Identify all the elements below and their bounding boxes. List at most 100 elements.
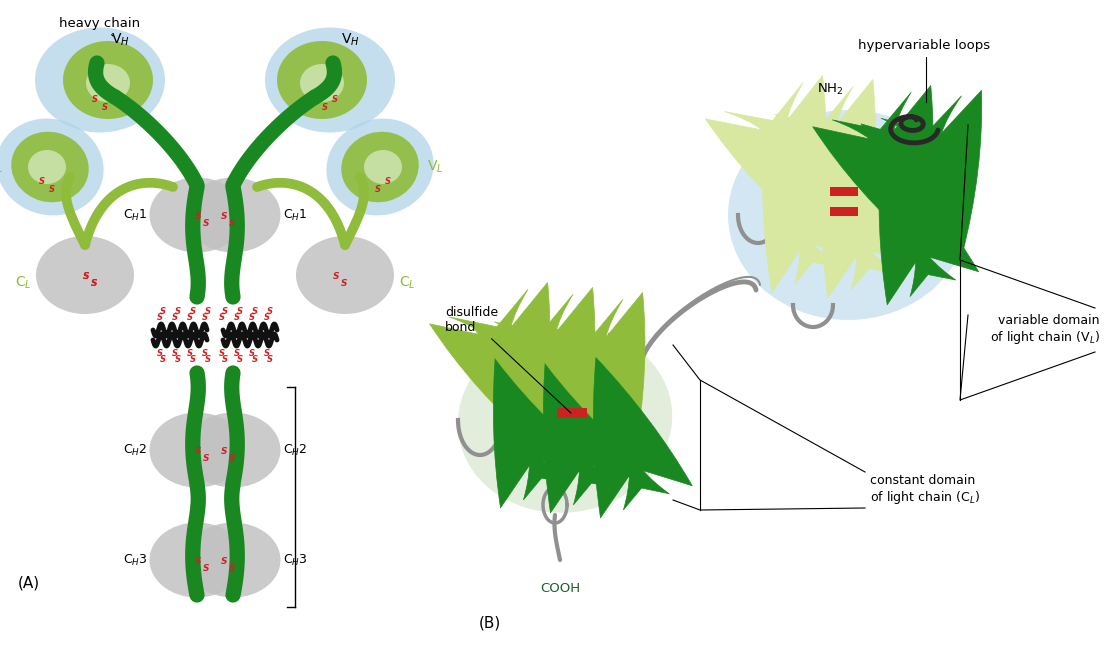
Text: S: S bbox=[264, 313, 270, 322]
Text: S: S bbox=[202, 313, 208, 322]
Text: V$_H$: V$_H$ bbox=[341, 32, 360, 48]
Text: S: S bbox=[229, 219, 236, 228]
Ellipse shape bbox=[185, 523, 280, 597]
Text: S: S bbox=[194, 557, 201, 566]
Text: S: S bbox=[237, 355, 244, 364]
FancyBboxPatch shape bbox=[830, 207, 858, 216]
Text: heavy chain: heavy chain bbox=[59, 17, 141, 36]
Text: S: S bbox=[249, 349, 255, 358]
Text: S: S bbox=[206, 307, 211, 316]
Text: S: S bbox=[102, 104, 108, 113]
Text: S: S bbox=[375, 184, 381, 193]
Text: C$_L$: C$_L$ bbox=[15, 275, 31, 291]
Ellipse shape bbox=[86, 64, 130, 102]
Text: C$_H$1: C$_H$1 bbox=[283, 208, 307, 223]
Text: S: S bbox=[160, 355, 166, 364]
Text: S: S bbox=[249, 313, 255, 322]
Ellipse shape bbox=[277, 41, 367, 119]
Text: S: S bbox=[233, 313, 240, 322]
Text: S: S bbox=[341, 279, 347, 288]
Text: S: S bbox=[221, 557, 227, 566]
Text: S: S bbox=[190, 355, 195, 364]
Ellipse shape bbox=[364, 150, 402, 184]
Text: S: S bbox=[264, 349, 270, 358]
Text: S: S bbox=[203, 219, 209, 228]
Text: S: S bbox=[90, 279, 97, 288]
Text: S: S bbox=[333, 272, 340, 281]
Ellipse shape bbox=[728, 110, 968, 320]
Text: S: S bbox=[322, 104, 328, 113]
Text: C$_H$2: C$_H$2 bbox=[123, 443, 147, 457]
Text: S: S bbox=[219, 349, 225, 358]
Ellipse shape bbox=[458, 327, 672, 513]
Ellipse shape bbox=[342, 132, 419, 203]
Text: S: S bbox=[385, 177, 391, 186]
Text: S: S bbox=[175, 355, 181, 364]
Text: S: S bbox=[190, 307, 195, 316]
Text: (B): (B) bbox=[479, 615, 502, 630]
Text: V$_L$: V$_L$ bbox=[427, 159, 443, 175]
Text: hypervariable loops: hypervariable loops bbox=[858, 39, 990, 102]
Text: C$_L$: C$_L$ bbox=[399, 275, 416, 291]
Ellipse shape bbox=[35, 28, 165, 133]
Text: S: S bbox=[237, 307, 244, 316]
Text: S: S bbox=[160, 307, 166, 316]
Text: C$_H$1: C$_H$1 bbox=[123, 208, 147, 223]
Text: S: S bbox=[252, 307, 258, 316]
Ellipse shape bbox=[300, 64, 344, 102]
Text: S: S bbox=[267, 307, 273, 316]
Text: S: S bbox=[229, 564, 236, 573]
Text: S: S bbox=[172, 313, 178, 322]
Text: (A): (A) bbox=[18, 575, 40, 590]
Ellipse shape bbox=[36, 236, 134, 314]
Text: S: S bbox=[332, 96, 338, 105]
Text: S: S bbox=[221, 212, 227, 221]
Ellipse shape bbox=[63, 41, 153, 119]
Text: S: S bbox=[222, 307, 228, 316]
Text: S: S bbox=[221, 447, 227, 456]
Text: C$_H$2: C$_H$2 bbox=[283, 443, 307, 457]
Text: constant domain
of light chain (C$_L$): constant domain of light chain (C$_L$) bbox=[870, 474, 981, 506]
Ellipse shape bbox=[150, 413, 245, 487]
Ellipse shape bbox=[185, 413, 280, 487]
Text: V$_H$: V$_H$ bbox=[111, 32, 130, 48]
Text: S: S bbox=[222, 355, 228, 364]
Text: C$_H$3: C$_H$3 bbox=[283, 553, 307, 567]
Text: S: S bbox=[219, 313, 225, 322]
Ellipse shape bbox=[0, 118, 104, 215]
Text: S: S bbox=[203, 454, 209, 463]
Text: disulfide
bond: disulfide bond bbox=[445, 306, 571, 413]
Text: S: S bbox=[39, 177, 45, 186]
Text: S: S bbox=[203, 564, 209, 573]
Text: variable domain
of light chain (V$_L$): variable domain of light chain (V$_L$) bbox=[990, 314, 1100, 346]
Text: S: S bbox=[175, 307, 181, 316]
Text: S: S bbox=[187, 313, 193, 322]
Text: S: S bbox=[187, 349, 193, 358]
Text: S: S bbox=[233, 349, 240, 358]
Text: S: S bbox=[252, 355, 258, 364]
Ellipse shape bbox=[28, 150, 66, 184]
Text: S: S bbox=[90, 279, 97, 288]
Text: NH$_2$: NH$_2$ bbox=[817, 82, 843, 97]
FancyBboxPatch shape bbox=[557, 408, 588, 418]
Text: COOH: COOH bbox=[540, 582, 580, 595]
Text: S: S bbox=[194, 447, 201, 456]
Text: S: S bbox=[157, 349, 163, 358]
Text: S: S bbox=[172, 349, 178, 358]
FancyBboxPatch shape bbox=[830, 187, 858, 196]
Ellipse shape bbox=[185, 177, 280, 252]
Text: V$_L$: V$_L$ bbox=[0, 159, 3, 175]
Text: S: S bbox=[267, 355, 273, 364]
Ellipse shape bbox=[326, 118, 433, 215]
Text: S: S bbox=[194, 212, 201, 221]
Text: S: S bbox=[202, 349, 208, 358]
Text: S: S bbox=[83, 272, 89, 281]
Ellipse shape bbox=[296, 236, 394, 314]
Ellipse shape bbox=[265, 28, 395, 133]
Text: S: S bbox=[229, 454, 236, 463]
Text: S: S bbox=[83, 272, 89, 281]
Ellipse shape bbox=[150, 523, 245, 597]
Ellipse shape bbox=[11, 132, 88, 203]
Ellipse shape bbox=[150, 177, 245, 252]
Text: C$_H$3: C$_H$3 bbox=[123, 553, 147, 567]
